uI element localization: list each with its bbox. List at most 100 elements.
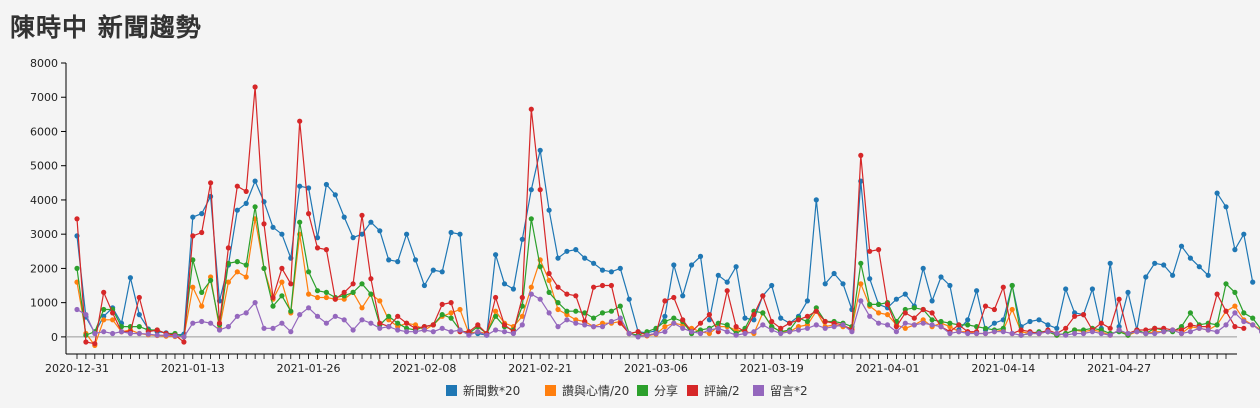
data-point[interactable] [190,284,196,290]
data-point[interactable] [974,288,980,294]
data-point[interactable] [136,294,142,301]
data-point[interactable] [1170,272,1176,278]
data-point[interactable] [813,322,819,328]
data-point[interactable] [430,267,436,273]
data-point[interactable] [564,248,570,254]
data-point[interactable] [1116,327,1122,333]
data-point[interactable] [297,183,303,189]
data-point[interactable] [751,312,757,318]
data-point[interactable] [697,320,704,326]
data-point[interactable] [599,267,606,273]
data-point[interactable] [1054,330,1060,337]
data-point[interactable] [279,279,285,285]
data-point[interactable] [1232,324,1238,330]
data-point[interactable] [216,327,223,333]
data-point[interactable] [849,329,855,335]
data-point[interactable] [243,188,249,194]
data-point[interactable] [1241,318,1247,325]
data-point[interactable] [314,294,321,301]
data-point[interactable] [902,320,908,326]
data-point[interactable] [769,282,775,289]
data-point[interactable] [225,324,231,330]
data-point[interactable] [1214,291,1220,297]
data-point[interactable] [457,231,463,237]
data-point[interactable] [840,322,846,328]
data-point[interactable] [323,320,329,326]
data-point[interactable] [537,187,543,193]
data-point[interactable] [715,325,721,331]
data-point[interactable] [386,324,392,330]
data-point[interactable] [1250,322,1256,328]
data-point[interactable] [769,327,775,333]
data-point[interactable] [1009,306,1015,313]
data-point[interactable] [867,313,873,319]
data-point[interactable] [350,281,356,287]
data-point[interactable] [813,197,819,203]
data-point[interactable] [546,207,552,213]
data-point[interactable] [991,329,998,335]
data-point[interactable] [430,329,436,335]
data-point[interactable] [528,187,534,193]
data-point[interactable] [1107,332,1113,338]
data-point[interactable] [1196,264,1202,270]
data-point[interactable] [1125,330,1131,337]
data-point[interactable] [876,320,882,326]
data-point[interactable] [74,216,80,222]
data-point[interactable] [519,294,525,301]
data-point[interactable] [1214,322,1220,328]
data-point[interactable] [430,322,436,328]
data-point[interactable] [769,318,775,325]
data-point[interactable] [902,291,908,297]
data-point[interactable] [1125,289,1131,295]
data-point[interactable] [386,257,392,263]
data-point[interactable] [243,274,249,280]
data-point[interactable] [501,329,508,335]
data-point[interactable] [867,301,873,307]
data-point[interactable] [608,308,615,314]
data-point[interactable] [982,303,989,309]
data-point[interactable] [323,247,329,253]
data-point[interactable] [528,291,534,297]
data-point[interactable] [991,306,998,313]
data-point[interactable] [1072,313,1078,319]
data-point[interactable] [573,293,579,299]
data-point[interactable] [154,327,160,333]
data-point[interactable] [1009,330,1015,337]
data-point[interactable] [929,322,935,328]
data-point[interactable] [929,310,935,316]
data-point[interactable] [1107,325,1113,331]
data-point[interactable] [510,330,516,337]
data-point[interactable] [145,331,151,337]
data-point[interactable] [982,325,989,331]
data-point[interactable] [546,277,552,283]
data-point[interactable] [1018,332,1024,338]
data-point[interactable] [270,224,276,230]
data-point[interactable] [528,216,534,222]
data-point[interactable] [234,269,240,275]
data-point[interactable] [493,313,499,319]
data-point[interactable] [778,325,784,331]
data-point[interactable] [314,245,321,251]
data-point[interactable] [564,317,570,323]
data-point[interactable] [876,310,882,316]
data-point[interactable] [1027,318,1033,325]
data-point[interactable] [902,310,908,316]
data-point[interactable] [493,252,499,258]
data-point[interactable] [243,310,249,316]
data-point[interactable] [1063,286,1069,292]
data-point[interactable] [671,262,677,268]
legend-item[interactable]: 評論/2 [687,383,740,398]
data-point[interactable] [297,118,303,124]
data-point[interactable] [404,320,410,326]
data-point[interactable] [163,332,169,338]
data-point[interactable] [1063,332,1069,338]
data-point[interactable] [101,329,107,335]
data-point[interactable] [974,330,980,337]
data-point[interactable] [965,322,971,328]
data-point[interactable] [395,259,401,265]
data-point[interactable] [1116,296,1122,302]
data-point[interactable] [208,180,214,186]
data-point[interactable] [350,289,356,295]
data-point[interactable] [795,327,802,333]
data-point[interactable] [778,330,784,337]
